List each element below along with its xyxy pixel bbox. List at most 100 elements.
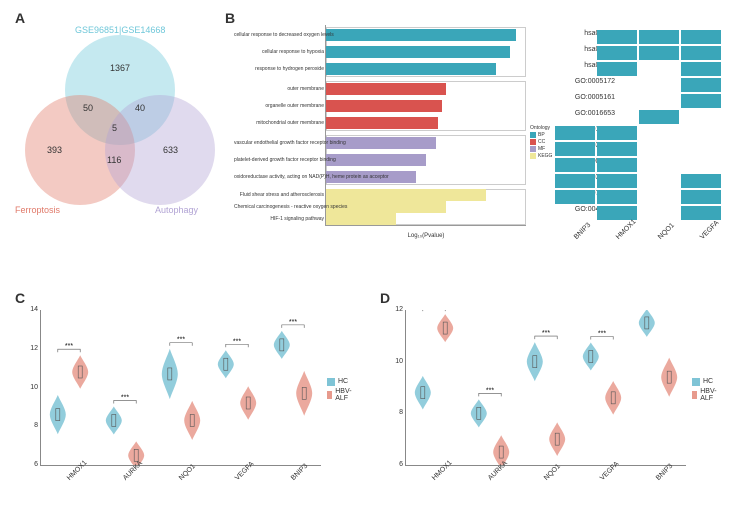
heatmap-row-label: GO:0005161 xyxy=(555,94,615,101)
bar-label: organelle outer membrane xyxy=(234,103,324,109)
bar-row: mitochondrial outer membrane xyxy=(326,117,526,129)
bar-row: HIF-1 signaling pathway xyxy=(326,213,526,225)
bar-row: platelet-derived growth factor receptor … xyxy=(326,154,526,166)
venn-circle xyxy=(105,95,215,205)
heatmap-panel: hsa04066hsa05208hsa05418GO:0005172GO:000… xyxy=(555,30,723,230)
violin-c-panel: 68101214***************HMOX1AURKANQO1VEG… xyxy=(40,310,321,466)
y-tick: 6 xyxy=(34,461,38,468)
label-b: B xyxy=(225,10,235,26)
bar xyxy=(326,189,486,201)
heatmap-col-label: BNIP3 xyxy=(573,222,592,241)
heatmap-cell xyxy=(555,142,595,156)
bar-row: Fluid shear stress and atherosclerosis xyxy=(326,189,526,201)
heatmap-cell xyxy=(597,46,637,60)
violin-x-label: BNIP3 xyxy=(290,463,309,482)
heatmap-cell xyxy=(639,46,679,60)
venn-count: 5 xyxy=(112,123,117,133)
bar-label: Chemical carcinogenesis - reactive oxyge… xyxy=(234,204,324,210)
heatmap-cell xyxy=(555,190,595,204)
bar-label: HIF-1 signaling pathway xyxy=(234,216,324,222)
violin-svg: *************** xyxy=(41,310,321,465)
venn-set-label: Autophagy xyxy=(155,205,198,215)
label-c: C xyxy=(15,290,25,306)
bar-row: cellular response to hypoxia xyxy=(326,46,526,58)
heatmap-cell xyxy=(681,174,721,188)
heatmap-cell xyxy=(597,190,637,204)
svg-text:***: *** xyxy=(542,330,550,337)
violin-svg: *************** xyxy=(406,310,686,465)
venn-count: 393 xyxy=(47,145,62,155)
y-tick: 12 xyxy=(395,306,403,313)
svg-text:***: *** xyxy=(121,394,129,401)
bar xyxy=(326,154,426,166)
barchart-panel: cellular response to decreased oxygen le… xyxy=(325,25,526,226)
bar xyxy=(326,83,446,95)
heatmap-col-label: HMOX1 xyxy=(615,218,638,241)
bar xyxy=(326,213,396,225)
bar xyxy=(326,46,510,58)
heatmap-row-label: GO:0016653 xyxy=(555,110,615,117)
bar xyxy=(326,63,496,75)
bar-label: cellular response to decreased oxygen le… xyxy=(234,32,324,38)
violin-x-label: NQO1 xyxy=(178,463,197,482)
bar-row: cellular response to decreased oxygen le… xyxy=(326,29,526,41)
bar-row: Chemical carcinogenesis - reactive oxyge… xyxy=(326,201,526,213)
bar xyxy=(326,29,516,41)
bar-label: vascular endothelial growth factor recep… xyxy=(234,140,324,146)
venn-count: 50 xyxy=(83,103,93,113)
svg-text:***: *** xyxy=(486,387,494,394)
heatmap-cell xyxy=(681,94,721,108)
heatmap-cell xyxy=(555,126,595,140)
heatmap-row-label: GO:0005172 xyxy=(555,78,615,85)
heatmap-cell xyxy=(681,46,721,60)
heatmap-cell xyxy=(555,174,595,188)
heatmap-cell xyxy=(681,190,721,204)
svg-text:***: *** xyxy=(177,337,185,344)
venn-count: 116 xyxy=(107,155,121,165)
venn-count: 40 xyxy=(135,103,145,113)
heatmap-col-label: VEGFA xyxy=(699,219,720,240)
bar xyxy=(326,117,438,129)
bar-row: vascular endothelial growth factor recep… xyxy=(326,137,526,149)
heatmap-cell xyxy=(597,126,637,140)
heatmap-cell xyxy=(639,30,679,44)
y-tick: 10 xyxy=(30,384,38,391)
bar-row: oxidoreductase activity, acting on NAD(P… xyxy=(326,171,526,183)
heatmap-cell xyxy=(555,158,595,172)
bar-axis-label: Log₁₀(Pvalue) xyxy=(326,233,526,239)
bar-row: outer membrane xyxy=(326,83,526,95)
heatmap-cell xyxy=(597,206,637,220)
venn-panel: GSE96851|GSE14668FerroptosisAutophagy136… xyxy=(25,35,215,215)
y-tick: 8 xyxy=(34,422,38,429)
heatmap-cell xyxy=(597,30,637,44)
heatmap-cell xyxy=(639,110,679,124)
venn-set-label: GSE96851|GSE14668 xyxy=(75,25,165,35)
y-tick: 10 xyxy=(395,358,403,365)
violin-x-label: BNIP3 xyxy=(655,463,674,482)
venn-count: 633 xyxy=(163,145,178,155)
bar-label: platelet-derived growth factor receptor … xyxy=(234,157,324,163)
svg-text:***: *** xyxy=(233,338,241,345)
bar-label: response to hydrogen peroxide xyxy=(234,66,324,72)
heatmap-cell xyxy=(597,174,637,188)
heatmap-cell xyxy=(681,206,721,220)
heatmap-cell xyxy=(597,62,637,76)
violin-d-panel: 681012***************HMOX1AURKANQO1VEGFA… xyxy=(405,310,686,466)
bar-legend: OntologyBPCCMFKEGG xyxy=(530,125,552,160)
svg-text:***: *** xyxy=(289,319,297,326)
venn-count: 1367 xyxy=(110,63,130,73)
heatmap-cell xyxy=(597,142,637,156)
y-tick: 12 xyxy=(30,345,38,352)
violin-legend: HCHBV-ALF xyxy=(327,378,354,404)
bar-row: organelle outer membrane xyxy=(326,100,526,112)
svg-text:***: *** xyxy=(598,331,606,338)
bar-label: cellular response to hypoxia xyxy=(234,49,324,55)
heatmap-col-label: NQO1 xyxy=(657,222,676,241)
bar xyxy=(326,100,442,112)
venn-set-label: Ferroptosis xyxy=(15,205,60,215)
bar-label: outer membrane xyxy=(234,86,324,92)
y-tick: 8 xyxy=(399,409,403,416)
heatmap-cell xyxy=(681,78,721,92)
figure: A B C D GSE96851|GSE14668FerroptosisAuto… xyxy=(10,10,725,505)
bar-label: mitochondrial outer membrane xyxy=(234,120,324,126)
